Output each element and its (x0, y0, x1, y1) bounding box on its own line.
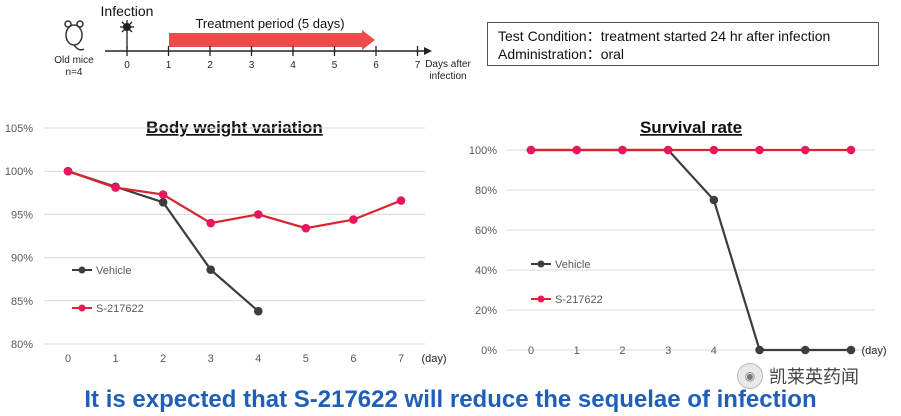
x-tick-label: 4 (711, 345, 717, 357)
treatment-label: Treatment period (5 days) (195, 16, 344, 31)
mouse-icon (64, 20, 85, 51)
chart-title: Survival rate (640, 118, 742, 137)
s217622-point (800, 145, 810, 155)
y-tick-label: 60% (475, 225, 497, 237)
s217622-point (253, 210, 263, 219)
test-condition-line: Test Condition：treatment started 24 hr a… (498, 28, 831, 44)
x-tick-label: 2 (160, 353, 166, 365)
body-weight-chart: Body weight variation80%85%90%95%100%105… (5, 118, 447, 365)
s217622-point (396, 196, 406, 205)
s217622-point (526, 145, 536, 155)
vehicle-point (158, 198, 168, 207)
vehicle-point (709, 195, 719, 205)
s217622-point (349, 215, 358, 224)
mouse-label-1: Old mice (54, 55, 94, 66)
y-tick-label: 20% (475, 305, 497, 317)
y-tick-label: 80% (11, 339, 33, 351)
s217622-point (301, 223, 311, 233)
x-axis-label: (day) (861, 345, 886, 357)
survival-rate-chart: Survival rate0%20%40%60%80%100%01234567(… (469, 118, 887, 357)
x-tick-label: 2 (619, 345, 625, 357)
x-tick-label: 5 (303, 353, 309, 365)
x-tick-label: 4 (255, 353, 261, 365)
y-tick-label: 105% (5, 123, 33, 135)
vehicle-point (206, 265, 216, 274)
y-tick-label: 100% (469, 145, 497, 157)
timeline-tick-label: 1 (166, 60, 172, 71)
timeline-tick-label: 0 (124, 60, 130, 71)
vehicle-point (800, 345, 810, 355)
timeline-axis-label-2: infection (429, 71, 466, 82)
timeline-ticks: 0 1 2 3 4 5 6 7 (124, 46, 421, 71)
x-tick-label: 6 (350, 353, 356, 365)
conclusion-text: It is expected that S-217622 will reduce… (84, 386, 817, 413)
s217622-point (158, 190, 168, 199)
vehicle-point (755, 345, 764, 355)
timeline-tick-label: 3 (249, 60, 255, 71)
s217622-point (63, 166, 73, 176)
x-tick-label: 1 (113, 353, 119, 365)
timeline-tick-label: 6 (373, 60, 379, 71)
vehicle-point (846, 345, 856, 355)
x-tick-label: 0 (528, 345, 534, 357)
test-condition-box: Test Condition：treatment started 24 hr a… (487, 22, 879, 66)
legend-swatch-marker (537, 260, 545, 268)
watermark-text: 凯莱英药闻 (769, 367, 859, 387)
y-tick-label: 0% (481, 345, 497, 357)
s217622-series-line (67, 170, 402, 230)
x-tick-label: 3 (208, 353, 214, 365)
watermark: ◉ 凯莱英药闻 (737, 363, 859, 389)
x-axis-label: (day) (421, 353, 446, 365)
s217622-point (206, 218, 216, 228)
legend-label: Vehicle (555, 259, 590, 271)
legend-label: Vehicle (96, 265, 131, 277)
y-tick-label: 40% (475, 265, 497, 277)
vehicle-series-line (531, 148, 851, 352)
legend-swatch-marker (78, 304, 86, 312)
s217622-point (663, 145, 673, 155)
legend-swatch-marker (78, 266, 86, 274)
s217622-point (111, 183, 120, 192)
s217622-point (618, 145, 627, 155)
y-tick-label: 95% (11, 209, 33, 221)
timeline-tick-label: 4 (290, 60, 296, 71)
timeline-arrowhead (424, 47, 432, 55)
s217622-point (846, 145, 856, 155)
s217622-point (709, 145, 719, 155)
timeline-axis-label-1: Days after (425, 59, 471, 70)
s217622-point (755, 145, 764, 155)
x-tick-label: 3 (665, 345, 671, 357)
y-tick-label: 80% (475, 185, 497, 197)
y-tick-label: 85% (11, 296, 33, 308)
vehicle-point (253, 306, 263, 316)
legend-label: S-217622 (555, 294, 603, 306)
infection-label: Infection (101, 3, 154, 19)
administration-line: Administration：oral (498, 46, 625, 62)
wechat-icon: ◉ (737, 363, 763, 389)
timeline-tick-label: 7 (415, 60, 421, 71)
y-tick-label: 90% (11, 253, 33, 265)
timeline-tick-label: 2 (207, 60, 213, 71)
s217622-point (572, 145, 582, 155)
virus-icon (120, 20, 134, 49)
timeline-tick-label: 5 (332, 60, 338, 71)
x-tick-label: 0 (65, 353, 71, 365)
treatment-arrow (169, 30, 375, 50)
y-tick-label: 100% (5, 166, 33, 178)
x-tick-label: 1 (574, 345, 580, 357)
legend-swatch-marker (537, 295, 545, 303)
legend-label: S-217622 (96, 303, 144, 315)
mouse-label-2: n=4 (66, 67, 83, 78)
x-tick-label: 7 (398, 353, 404, 365)
